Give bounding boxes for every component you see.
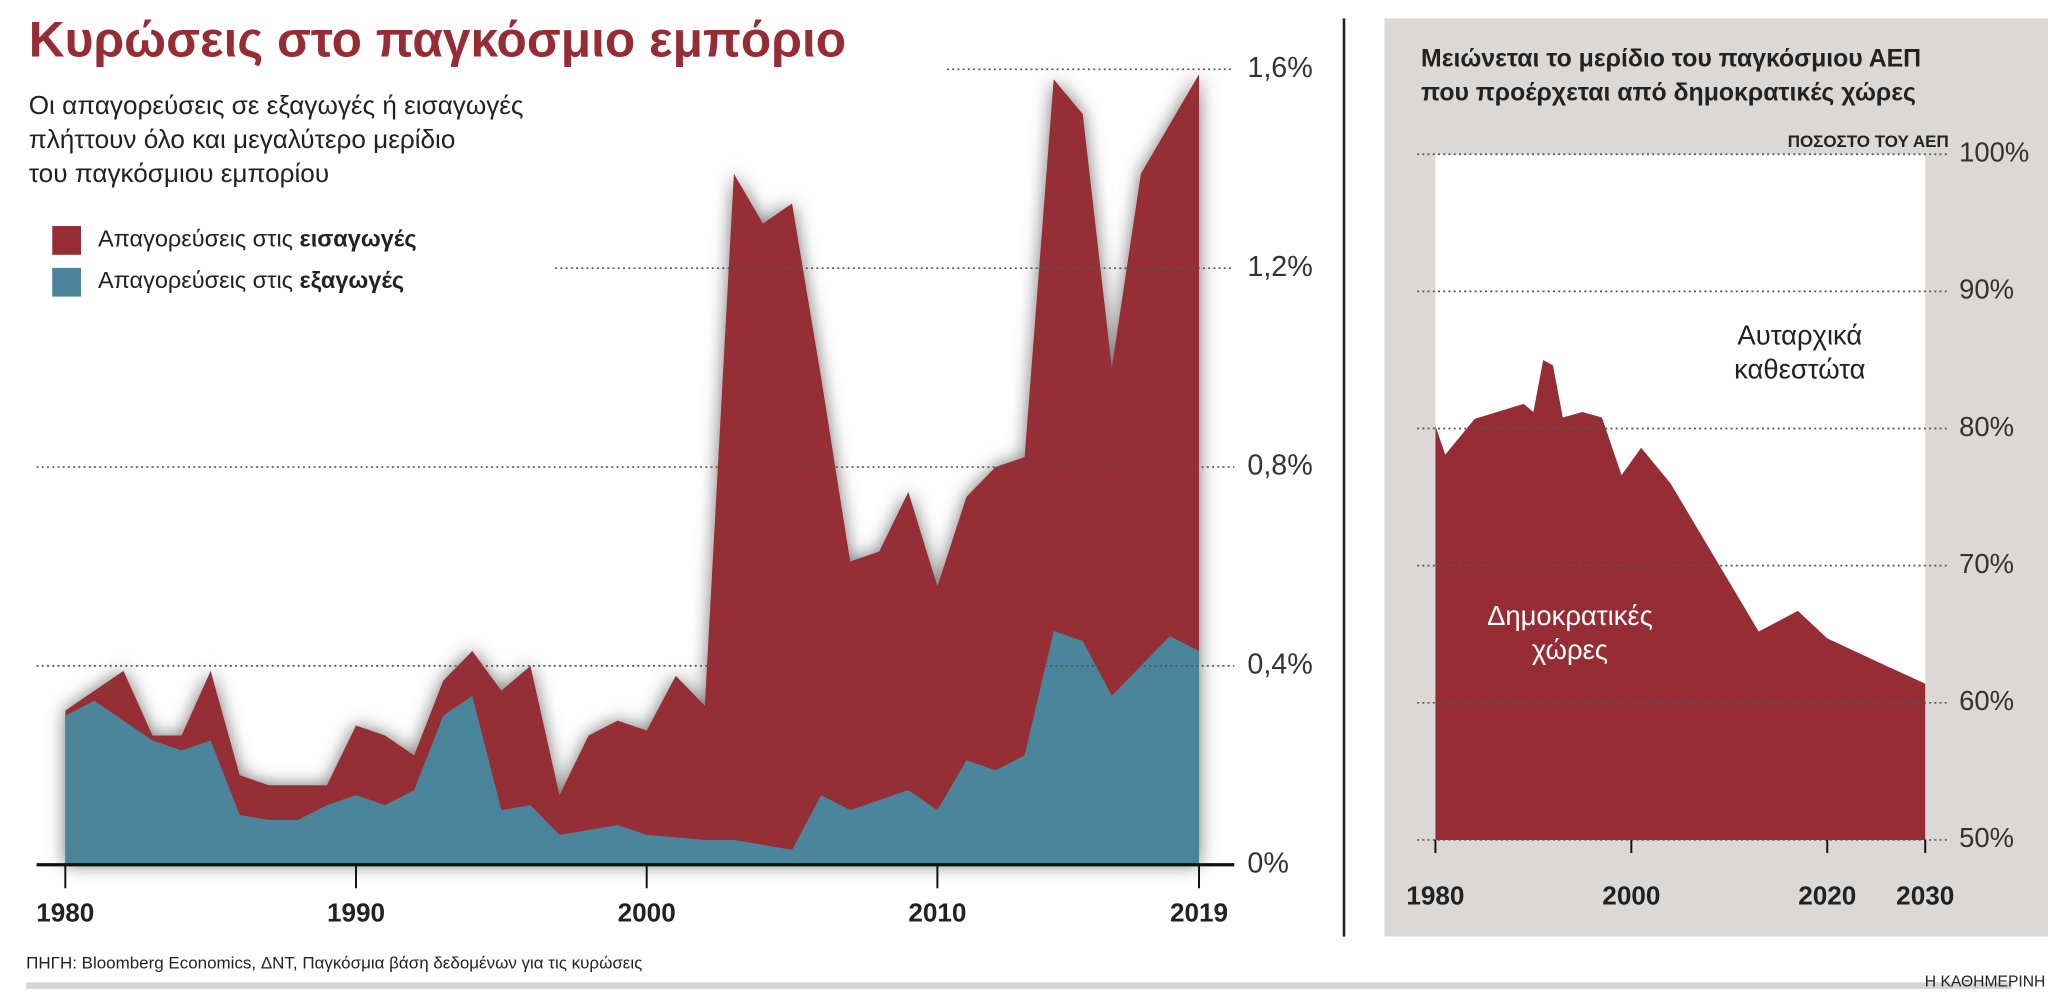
source: ΠΗΓΗ: Bloomberg Economics, ΔΝΤ, Παγκόσμι…: [26, 954, 642, 973]
x-tick-label: 2000: [1602, 880, 1660, 910]
subtitle: πλήττουν όλο και μεγαλύτερο μερίδιο: [29, 124, 456, 154]
y-tick-label: 80%: [1959, 411, 2014, 442]
legend-label: Απαγορεύσεις στις εξαγωγές: [98, 267, 404, 293]
x-tick-label: 1990: [327, 897, 385, 927]
footer-bar: [26, 982, 2012, 989]
legend-swatch: [52, 226, 81, 255]
y-tick-label: 1,6%: [1247, 52, 1312, 84]
y-tick-label: 90%: [1959, 274, 2014, 305]
panel-title: που προέρχεται από δημοκρατικές χώρες: [1421, 80, 1916, 107]
region-label: καθεστώτα: [1734, 353, 1865, 384]
x-tick-label: 1980: [1406, 880, 1464, 910]
x-tick-label: 2020: [1798, 880, 1856, 910]
y-tick-label: 1,2%: [1247, 251, 1312, 283]
subtitle: Οι απαγορεύσεις σε εξαγωγές ή εισαγωγές: [29, 90, 524, 120]
area: [65, 631, 1200, 865]
chart-title: Κυρώσεις στο παγκόσμιο εμπόριο: [29, 11, 846, 67]
x-tick-label: 2019: [1170, 897, 1228, 927]
legend-swatch: [52, 267, 81, 297]
y-axis-label: ΠΟΣΟΣΤΟ ΤΟΥ ΑΕΠ: [1788, 132, 1949, 151]
y-tick-label: 0%: [1247, 847, 1289, 879]
region-label: Δημοκρατικές: [1487, 600, 1653, 631]
legend-label: Απαγορεύσεις στις εισαγωγές: [98, 226, 417, 252]
y-tick-label: 50%: [1959, 822, 2014, 853]
x-tick-label: 2010: [908, 897, 966, 927]
x-tick-label: 1980: [36, 897, 94, 927]
x-tick-label: 2000: [618, 897, 676, 927]
area: [65, 74, 1200, 865]
x-tick-label: 2030: [1896, 880, 1954, 910]
y-tick-label: 70%: [1959, 548, 2014, 579]
y-tick-label: 60%: [1959, 685, 2014, 716]
panel-title: Μειώνεται το μερίδιο του παγκόσμιου ΑΕΠ: [1421, 46, 1921, 73]
y-tick-label: 0,4%: [1247, 648, 1312, 680]
region-label: Αυταρχικά: [1737, 319, 1862, 350]
region-label: χώρες: [1532, 634, 1608, 665]
y-tick-label: 0,8%: [1247, 450, 1312, 482]
subtitle: του παγκόσμιου εμπορίου: [29, 158, 329, 188]
area: [1435, 359, 1926, 840]
y-tick-label: 100%: [1959, 136, 2029, 167]
brand: Η ΚΑΘΗΜΕΡΙΝΗ: [1925, 973, 2046, 990]
